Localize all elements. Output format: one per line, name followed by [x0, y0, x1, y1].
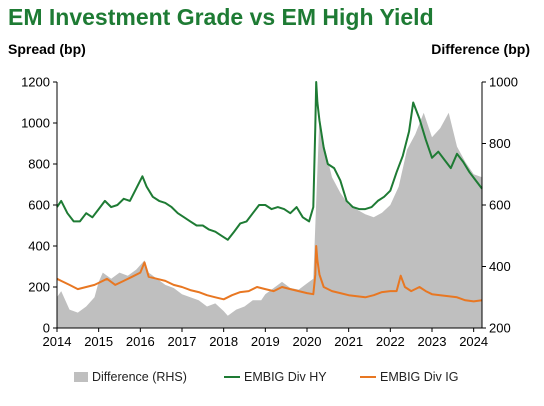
right-tick-label: 1000	[489, 75, 518, 90]
left-tick-label: 1000	[21, 116, 50, 131]
x-tick-label: 2017	[168, 334, 197, 349]
left-axis-title: Spread (bp)	[8, 41, 86, 57]
axis-layer: 0 200 400 600 800 1000 1200 200 400 600 800 1000 201…	[21, 75, 518, 350]
left-tick-label: 0	[43, 321, 50, 336]
legend-swatch-ig	[360, 376, 376, 378]
x-tick-label: 2019	[251, 334, 280, 349]
right-tick-label: 600	[489, 198, 511, 213]
legend-label-hy: EMBIG Div HY	[244, 370, 327, 384]
x-tick-label: 2022	[376, 334, 405, 349]
right-tick-label: 800	[489, 136, 511, 151]
x-tick-label: 2020	[293, 334, 322, 349]
left-tick-label: 1200	[21, 75, 50, 90]
right-tick-label: 200	[489, 321, 511, 336]
legend-label-ig: EMBIG Div IG	[380, 370, 459, 384]
legend-swatch-hy	[224, 376, 240, 378]
legend-label-difference: Difference (RHS)	[92, 370, 187, 384]
area-layer	[57, 112, 482, 328]
right-axis-title: Difference (bp)	[431, 41, 530, 57]
legend: Difference (RHS) EMBIG Div HY EMBIG Div …	[0, 370, 544, 390]
left-tick-label: 600	[28, 198, 50, 213]
x-tick-label: 2016	[126, 334, 155, 349]
chart-title: EM Investment Grade vs EM High Yield	[8, 4, 434, 30]
x-tick-label: 2024	[459, 334, 488, 349]
left-tick-label: 400	[28, 239, 50, 254]
right-tick-label: 400	[489, 259, 511, 274]
x-tick-label: 2015	[84, 334, 113, 349]
left-tick-label: 800	[28, 157, 50, 172]
x-tick-label: 2021	[334, 334, 363, 349]
series-line-embig-div-hy	[56, 81, 483, 241]
x-tick-label: 2018	[209, 334, 238, 349]
x-tick-label: 2023	[418, 334, 447, 349]
series-area-difference-rhs	[57, 112, 482, 328]
legend-swatch-difference	[74, 372, 88, 382]
legend-item-difference: Difference (RHS)	[74, 370, 187, 384]
series-line-embig-div-ig	[56, 245, 483, 303]
line-layer	[56, 81, 483, 303]
legend-item-ig: EMBIG Div IG	[360, 370, 458, 384]
x-tick-label: 2014	[43, 334, 72, 349]
legend-item-hy: EMBIG Div HY	[224, 370, 327, 384]
left-tick-label: 200	[28, 280, 50, 295]
